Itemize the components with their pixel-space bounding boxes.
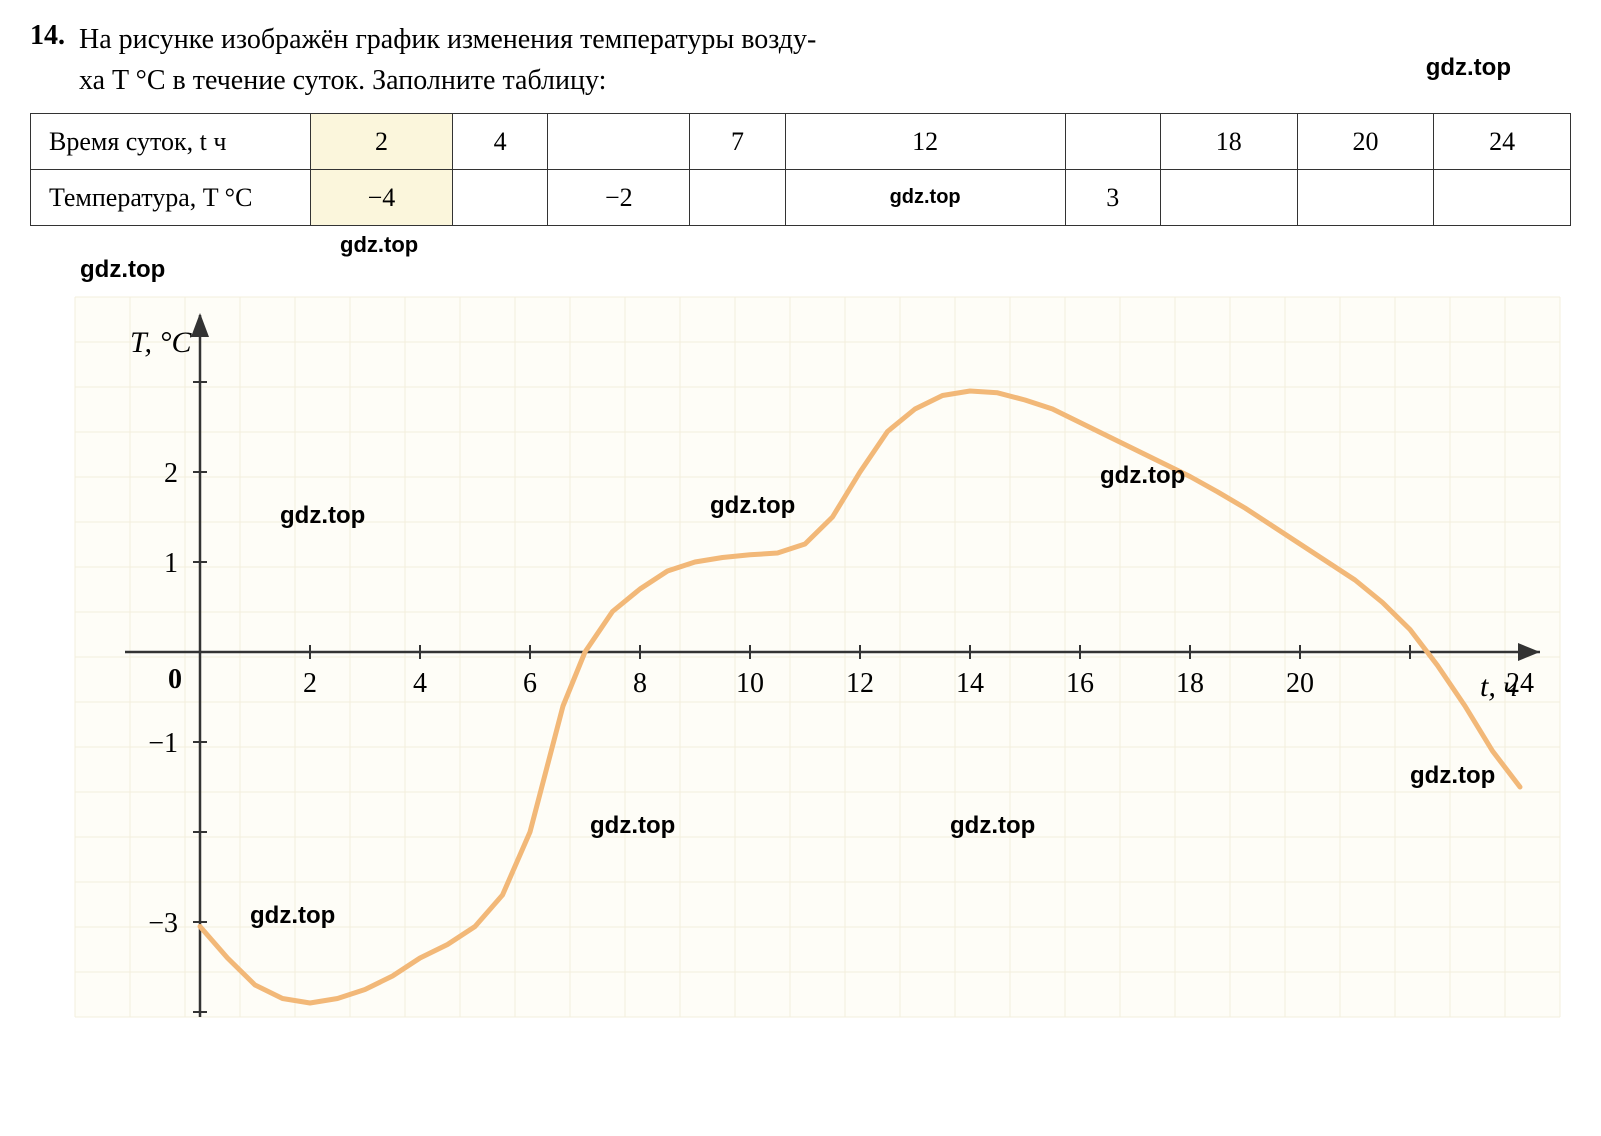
temp-cell	[452, 170, 547, 226]
svg-text:−1: −1	[148, 728, 178, 759]
watermark: gdz.top	[250, 902, 335, 930]
time-cell	[548, 114, 690, 170]
time-cell: 7	[690, 114, 785, 170]
watermark: gdz.top	[280, 502, 365, 530]
chart-container: gdz.top T, °Ct, ч0246810121416182024−3−1…	[30, 262, 1570, 1022]
svg-text:2: 2	[303, 668, 317, 699]
time-cell: 4	[452, 114, 547, 170]
svg-text:10: 10	[736, 668, 764, 699]
watermark: gdz.top	[710, 492, 795, 520]
temp-cell	[690, 170, 785, 226]
time-cell	[1065, 114, 1160, 170]
watermark: gdz.top	[1100, 462, 1185, 490]
time-cell: 24	[1434, 114, 1571, 170]
row-label-time: Время суток, t ч	[31, 114, 311, 170]
problem-line2: ха T °C в течение суток. Заполните табли…	[79, 65, 606, 96]
watermark: gdz.top	[1426, 54, 1511, 82]
svg-text:T, °C: T, °C	[130, 326, 192, 359]
temp-cell	[1297, 170, 1434, 226]
problem-number: 14.	[30, 20, 65, 52]
watermark: gdz.top	[80, 256, 165, 284]
svg-text:0: 0	[168, 664, 182, 695]
time-cell: 12	[785, 114, 1065, 170]
temp-cell: gdz.top	[785, 170, 1065, 226]
temp-cell	[1434, 170, 1571, 226]
svg-text:18: 18	[1176, 668, 1204, 699]
svg-text:16: 16	[1066, 668, 1094, 699]
data-table: Время суток, t ч24712182024Температура, …	[30, 113, 1571, 226]
svg-text:1: 1	[164, 548, 178, 579]
watermark: gdz.top	[1410, 762, 1495, 790]
time-cell: 2	[311, 114, 453, 170]
svg-text:20: 20	[1286, 668, 1314, 699]
svg-text:4: 4	[413, 668, 427, 699]
svg-text:6: 6	[523, 668, 537, 699]
watermark: gdz.top	[340, 232, 1571, 258]
time-cell: 18	[1160, 114, 1297, 170]
svg-text:14: 14	[956, 668, 984, 699]
temp-cell: 3	[1065, 170, 1160, 226]
svg-text:−3: −3	[148, 908, 178, 939]
svg-text:2: 2	[164, 458, 178, 489]
row-label-temp: Температура, T °C	[31, 170, 311, 226]
svg-text:8: 8	[633, 668, 647, 699]
svg-text:24: 24	[1506, 668, 1534, 699]
watermark: gdz.top	[590, 812, 675, 840]
time-cell: 20	[1297, 114, 1434, 170]
temp-cell: −4	[311, 170, 453, 226]
temp-cell	[1160, 170, 1297, 226]
watermark: gdz.top	[950, 812, 1035, 840]
problem-text: На рисунке изображён график изменения те…	[79, 20, 1571, 101]
svg-text:12: 12	[846, 668, 874, 699]
problem-line1: На рисунке изображён график изменения те…	[79, 24, 816, 55]
temp-cell: −2	[548, 170, 690, 226]
